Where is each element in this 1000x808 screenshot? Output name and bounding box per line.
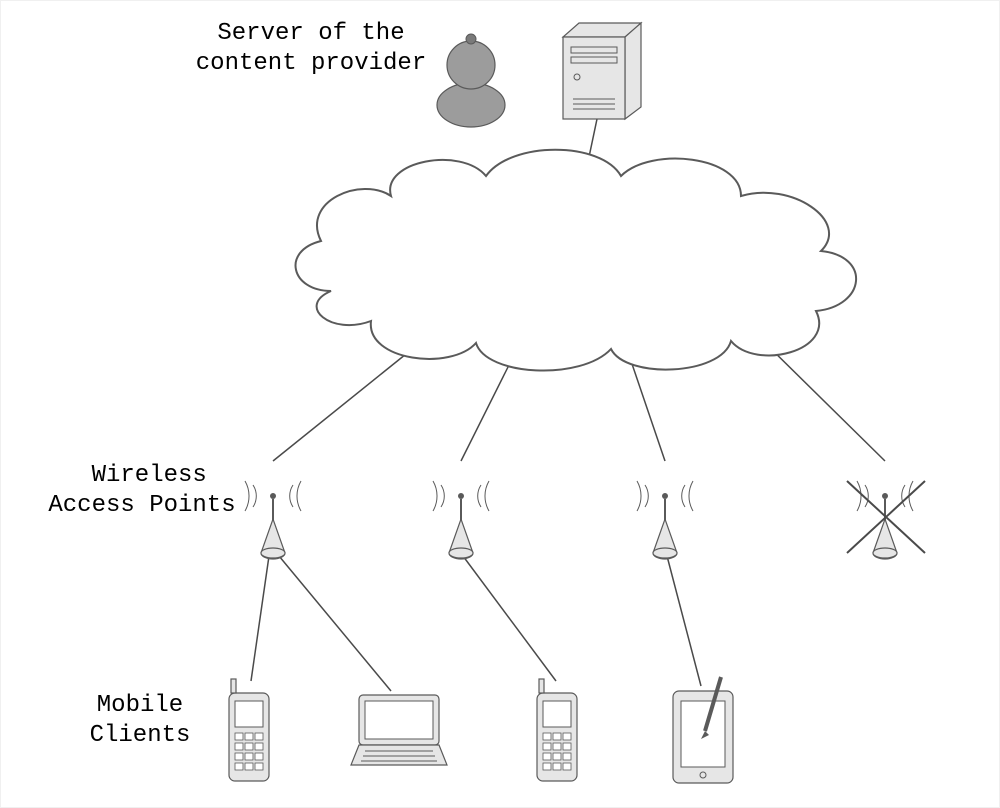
clients-label: Mobile Clients	[65, 691, 215, 751]
user-icon	[437, 34, 505, 127]
tablet-stylus-icon	[673, 677, 733, 783]
diagram-svg	[1, 1, 1000, 808]
server-icon	[563, 23, 641, 119]
mobile-phone-2-icon	[537, 679, 577, 781]
access-point-2-icon	[433, 481, 489, 559]
laptop-icon	[351, 695, 447, 765]
edges	[251, 119, 885, 691]
diagram-stage: Server of the content provider Internet …	[0, 0, 1000, 808]
wap-label: Wireless Access Points	[37, 461, 247, 521]
access-point-4-icon	[847, 481, 925, 559]
access-point-3-icon	[637, 481, 693, 559]
internet-label: Internet	[476, 233, 696, 283]
server-label: Server of the content provider	[181, 19, 441, 79]
access-point-1-icon	[245, 481, 301, 559]
mobile-phone-1-icon	[229, 679, 269, 781]
